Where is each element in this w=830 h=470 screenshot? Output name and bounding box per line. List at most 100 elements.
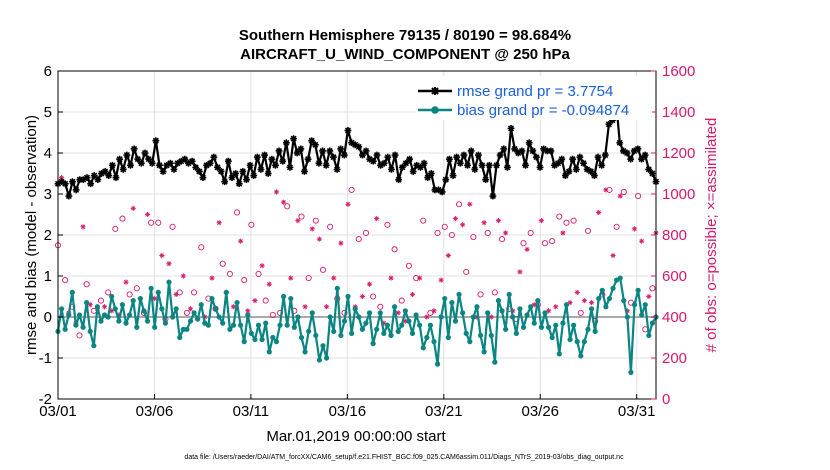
obs-possible-point: [312, 217, 319, 224]
rmse-point-stroke: [497, 152, 504, 159]
obs-possible-point: [169, 223, 176, 230]
obs-assimilated-point: [80, 224, 86, 230]
bias-point: [603, 304, 609, 310]
bias-line: [56, 277, 657, 374]
obs-assimilated-point: [631, 226, 638, 232]
bias-point: [370, 341, 376, 347]
rmse-point-stroke: [87, 180, 94, 187]
rmse-point: [235, 180, 243, 188]
obs-possible-point: [183, 309, 190, 316]
rmse-point: [330, 153, 337, 161]
bias-point: [123, 320, 129, 326]
rmse-point: [137, 159, 145, 167]
bias-point: [273, 339, 280, 345]
rmse-point: [326, 147, 334, 155]
y-tick-label: -2: [39, 391, 52, 408]
obs-assimilated-stroke: [367, 282, 372, 287]
rmse-point-stroke: [529, 147, 536, 154]
bias-series: [55, 275, 659, 375]
bias-point: [427, 322, 434, 328]
obs-assimilated-point: [316, 236, 323, 242]
rmse-point-stroke: [323, 162, 330, 169]
rmse-point: [554, 159, 562, 167]
bias-point: [420, 345, 426, 351]
y-axis-label: rmse and bias (model - observation): [23, 115, 40, 355]
rmse-point: [641, 151, 649, 159]
rmse-point: [522, 161, 529, 169]
obs-assimilated-point: [581, 298, 587, 304]
rmse-point: [460, 151, 468, 159]
rmse-point-stroke: [279, 158, 286, 165]
rmse-point: [123, 151, 131, 159]
obs-assimilated-point: [409, 291, 416, 298]
rmse-point: [217, 168, 225, 175]
bias-point: [341, 318, 348, 324]
obs-possible-point: [391, 246, 398, 253]
bias-point: [460, 310, 466, 316]
bias-point: [495, 298, 502, 304]
rmse-point-stroke: [276, 147, 283, 154]
bias-point: [624, 314, 630, 320]
rmse-point-stroke: [112, 174, 120, 181]
bias-point: [442, 295, 448, 302]
rmse-point-stroke: [272, 162, 279, 169]
obs-assimilated-point: [488, 314, 494, 320]
bias-point: [309, 310, 315, 316]
obs-possible-point: [112, 225, 119, 232]
rmse-point: [141, 149, 149, 157]
rmse-point-stroke: [254, 154, 261, 161]
bias-point: [635, 287, 641, 293]
rmse-point-stroke: [410, 168, 417, 175]
obs-assimilated-point: [538, 218, 545, 224]
bias-point: [270, 334, 276, 341]
rmse-point-stroke: [493, 162, 500, 169]
rmse-point: [598, 161, 606, 169]
obs-possible-point: [241, 277, 248, 284]
bias-point: [631, 302, 638, 308]
rmse-point: [304, 155, 312, 163]
rmse-point: [547, 147, 555, 155]
obs-assimilated-point: [460, 222, 466, 228]
obs-assimilated-stroke: [123, 280, 129, 285]
obs-assimilated-stroke: [338, 241, 344, 246]
rmse-point: [65, 192, 73, 200]
obs-possible-point: [577, 309, 584, 316]
obs-assimilated-stroke: [102, 304, 107, 309]
rmse-point: [572, 166, 580, 173]
bias-point: [642, 302, 648, 308]
rmse-point: [308, 137, 316, 145]
obs-possible-point: [463, 268, 470, 275]
obs-possible-point: [584, 227, 592, 234]
obs-possible-point: [456, 201, 463, 208]
rmse-point: [72, 186, 80, 194]
rmse-point: [475, 151, 482, 159]
obs-possible-point: [269, 311, 276, 319]
obs-assimilated-stroke: [324, 304, 329, 309]
obs-assimilated-point: [245, 308, 251, 314]
bias-point: [66, 312, 72, 318]
obs-assimilated-point: [610, 252, 616, 259]
rmse-point-stroke: [569, 156, 576, 163]
rmse-point-stroke: [602, 152, 609, 159]
rmse-point-stroke: [192, 164, 199, 171]
bias-point: [528, 304, 534, 310]
rmse-point: [395, 176, 403, 184]
bias-point: [542, 310, 548, 316]
x-tick-label: 03/21: [425, 403, 463, 420]
y-tick-label: 5: [44, 104, 52, 121]
bias-point: [520, 324, 527, 330]
y-tick-label: 6: [44, 63, 52, 80]
rmse-point-stroke: [384, 154, 391, 161]
rmse-point: [210, 153, 218, 161]
rmse-point-stroke: [381, 160, 388, 167]
rmse-point-stroke: [214, 164, 221, 171]
rmse-point-stroke: [199, 174, 206, 181]
obs-possible-point: [327, 223, 334, 230]
rmse-point-stroke: [566, 168, 573, 175]
obs-assimilated-stroke: [618, 193, 623, 199]
obs-assimilated-stroke: [589, 300, 594, 305]
bias-point: [492, 359, 498, 365]
rmse-point: [337, 145, 345, 153]
rmse-point-stroke: [225, 158, 232, 165]
rmse-point-stroke: [312, 141, 319, 148]
